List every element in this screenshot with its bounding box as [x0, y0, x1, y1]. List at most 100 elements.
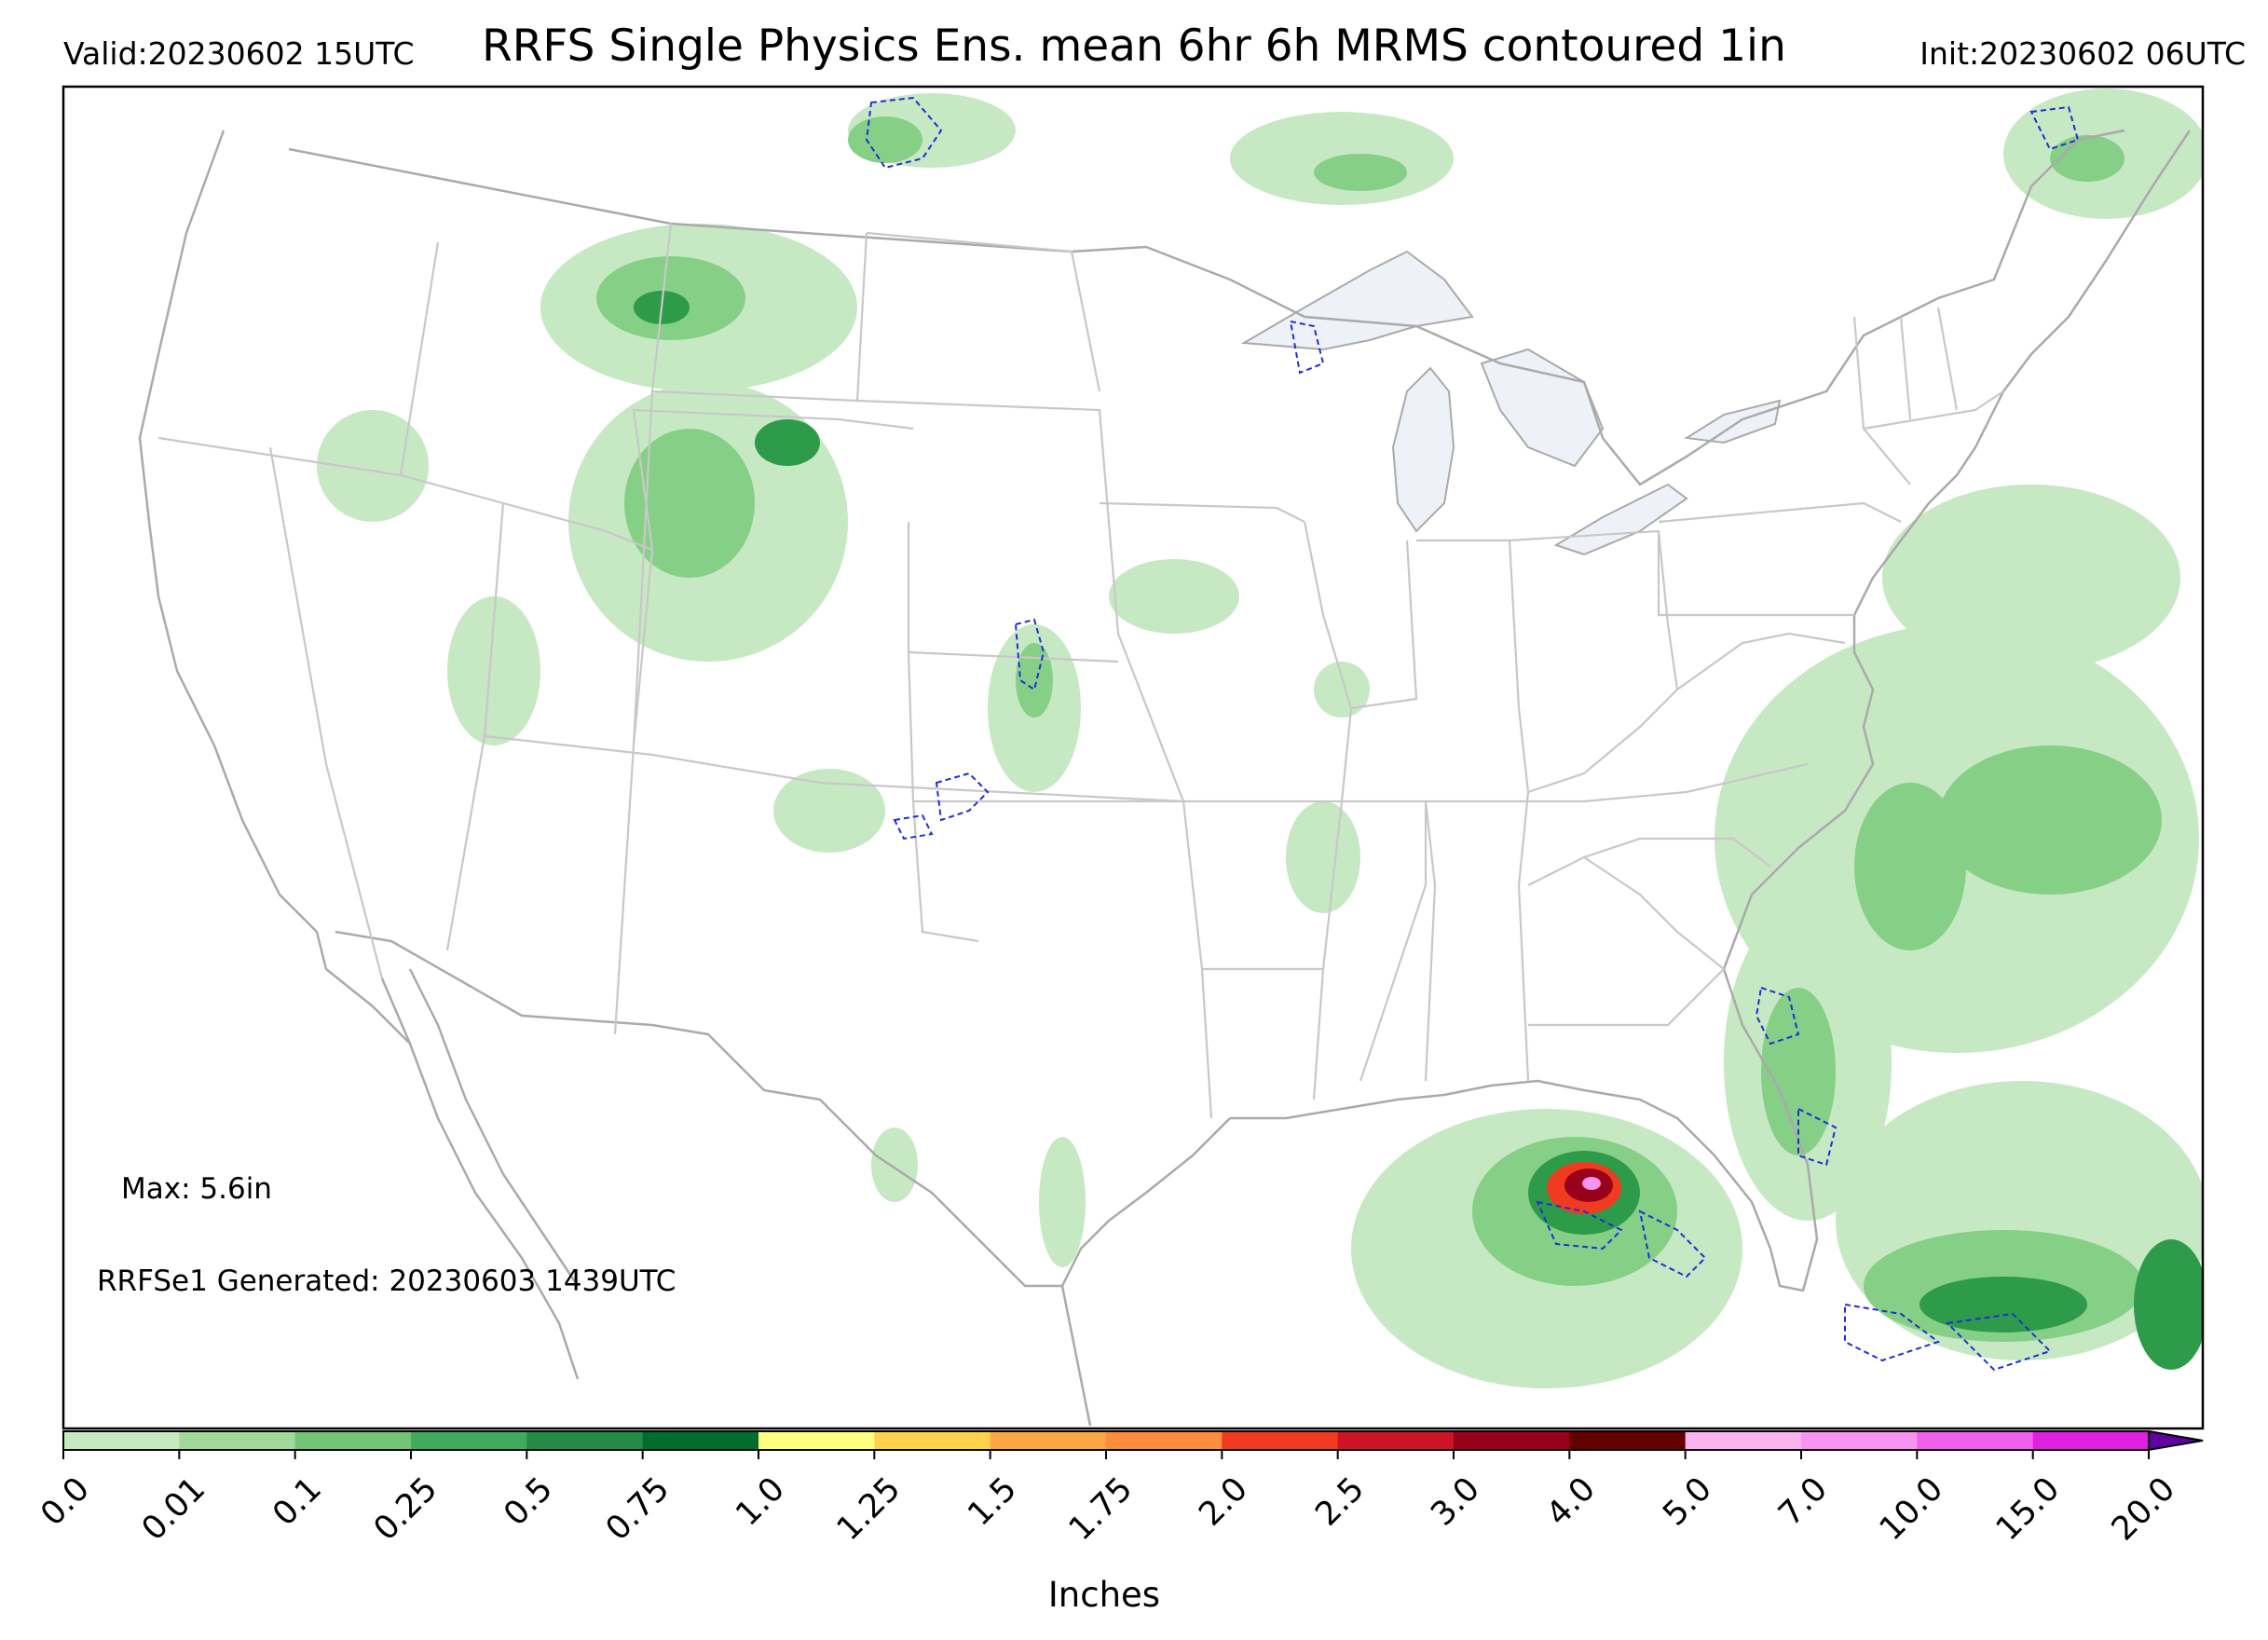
state-border [650, 223, 868, 403]
colorbar-segment [990, 1431, 1107, 1450]
colorbar-segment [2032, 1431, 2150, 1450]
precip-area [1854, 783, 1966, 950]
state-border [1899, 316, 1912, 420]
precip-area [2134, 1239, 2203, 1370]
lake-ontario [1684, 399, 1782, 444]
map-frame [61, 85, 2205, 1430]
precip-area [1582, 1177, 1601, 1190]
colorbar-segment [179, 1431, 296, 1450]
colorbar-segment [526, 1431, 644, 1450]
precip-area [773, 769, 885, 853]
state-border [1509, 529, 1679, 690]
state-borders [157, 223, 2004, 1119]
precip-area [1761, 988, 1836, 1155]
colorbar-extend-arrow [2148, 1429, 2204, 1452]
precip-area [1016, 643, 1053, 718]
state-border [632, 408, 914, 746]
precip-area [317, 410, 429, 522]
state-border [1359, 801, 1428, 1082]
mrms-contours [865, 96, 2080, 1372]
state-border [1527, 855, 1725, 970]
colorbar-segment [1569, 1431, 1687, 1450]
colorbar-segment [1337, 1431, 1455, 1450]
gulf-coast-east [1230, 968, 1819, 1292]
colorbar-segment [758, 1431, 875, 1450]
lake-michigan [1391, 366, 1455, 533]
precip-area [1314, 662, 1370, 718]
chart-title: RRFS Single Physics Ens. mean 6hr 6h MRM… [482, 20, 1786, 72]
mrms-contour [1755, 986, 1800, 1046]
state-border [1583, 837, 1771, 868]
precip-area [848, 116, 922, 163]
mrms-contour [1536, 1200, 1623, 1250]
state-border [856, 399, 1185, 802]
precip-area [1920, 1277, 2087, 1332]
state-border [484, 734, 1184, 803]
state-border [1936, 307, 1959, 411]
precip-area [2050, 135, 2125, 182]
precip-area [447, 596, 540, 745]
mrms-contour [1945, 1312, 2052, 1372]
gulf-of-california [408, 968, 580, 1287]
state-border [866, 231, 1101, 392]
colorbar-segment [1685, 1431, 1802, 1450]
state-border [1658, 501, 1902, 524]
precip-shading [317, 89, 2203, 1388]
mexico-border [335, 930, 1062, 1288]
precip-area [1938, 745, 2162, 895]
state-border [1424, 800, 1437, 1082]
precip-area [1039, 1137, 1086, 1267]
colorbar-segment [1106, 1431, 1223, 1450]
state-border [1416, 762, 1809, 803]
state-border [908, 650, 1119, 663]
colorbar-segment [411, 1431, 527, 1450]
colorbar-segment [294, 1431, 412, 1450]
state-border [913, 800, 1213, 1119]
colorbar-segment [642, 1431, 759, 1450]
state-border [400, 473, 653, 552]
pacific-coast [138, 130, 411, 1045]
state-border [1350, 540, 1418, 710]
colorbar-segment [1222, 1431, 1339, 1450]
precip-area [755, 419, 820, 466]
mrms-contour [1289, 320, 1325, 375]
mrms-contour [2029, 105, 2080, 151]
canada-border [288, 129, 2125, 486]
mrms-contour [893, 813, 934, 840]
state-border [1657, 531, 1854, 617]
boundaries [138, 129, 2192, 1427]
precip-area [1882, 485, 2180, 671]
state-border [268, 446, 384, 979]
precip-area [1109, 559, 1239, 634]
colorbar-segment [1454, 1431, 1570, 1450]
baja-coast [380, 977, 580, 1380]
mrms-contour [865, 96, 943, 170]
precip-area [624, 429, 755, 578]
mrms-contour [935, 772, 990, 822]
colorbar-segment [1917, 1431, 2034, 1450]
state-border [1528, 968, 1725, 1027]
colorbar-segment [63, 1431, 180, 1450]
colorbar-segment [874, 1431, 991, 1450]
mrms-contour [1638, 1210, 1707, 1278]
precip-area [871, 1128, 918, 1202]
max-value-label: Max: 5.6in [121, 1172, 272, 1206]
colorbar-label: Inches [1047, 1575, 1161, 1615]
mrms-contour [1797, 1107, 1838, 1167]
colorbar-segment [1801, 1431, 1918, 1450]
lake-erie [1553, 483, 1688, 556]
atlantic-coast [1722, 130, 2192, 970]
state-border [1517, 791, 1530, 1082]
state-border [1863, 390, 2004, 430]
mrms-contour [1844, 1303, 1941, 1362]
init-time-label: Init:20230602 06UTC [1920, 35, 2246, 72]
state-border [1416, 539, 1530, 793]
generated-label: RRFSe1 Generated: 20230603 1439UTC [97, 1264, 676, 1298]
precip-area [1286, 801, 1360, 913]
state-border [1099, 501, 1305, 523]
gulf-coast [1060, 1117, 1231, 1427]
valid-time-label: Valid:20230602 15UTC [63, 35, 415, 72]
precip-area [1314, 154, 1407, 191]
